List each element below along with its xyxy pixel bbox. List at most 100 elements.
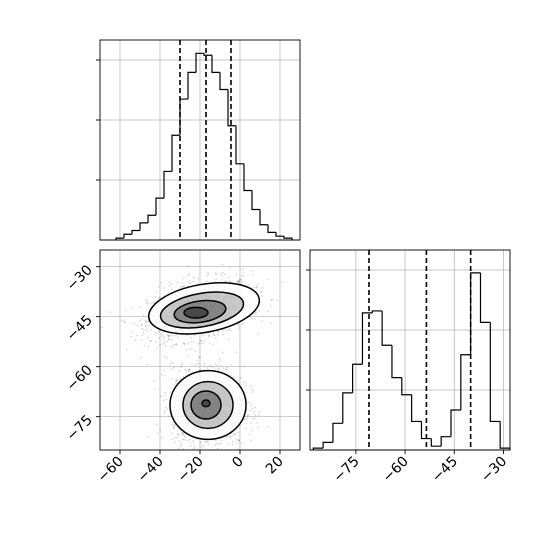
scatter-point-1317	[190, 340, 192, 343]
scatter-point-1097	[166, 340, 169, 343]
top-hist-bin-20	[275, 232, 284, 237]
scatter-point-2797	[176, 433, 179, 435]
scatter-point-1267	[228, 338, 230, 341]
density-contour-1	[159, 291, 245, 329]
top-hist-bin-8	[179, 98, 188, 136]
scatter-point-1447	[245, 381, 247, 384]
scatter-point-708	[134, 338, 137, 341]
scatter-point-287	[223, 273, 226, 276]
scatter-point-94	[179, 285, 182, 288]
scatter-point-357	[146, 320, 148, 323]
scatter-point-2080	[175, 379, 177, 382]
scatter-point-1855	[256, 422, 259, 424]
density-shading	[148, 282, 260, 440]
top-hist-bin-9	[187, 71, 196, 100]
scatter-point-2792	[173, 427, 175, 429]
scatter-point-1633	[205, 441, 207, 444]
scatter-point-2082	[232, 434, 234, 437]
scatter-point-1804	[146, 363, 148, 366]
scatter-xticks: −60 −40 −20 0 20	[95, 450, 287, 486]
right-hist-bin-16	[470, 272, 481, 355]
top-hist-bin-2	[131, 229, 140, 235]
scatter-point-2012	[226, 435, 229, 438]
scatter-point-2408	[167, 415, 170, 418]
top-hist-bin-11	[203, 53, 212, 56]
scatter-point-43	[241, 280, 244, 283]
scatter-point-1638	[224, 368, 227, 370]
scatter-point-518	[200, 342, 203, 345]
scatter-point-2687	[182, 438, 184, 441]
scatter-point-791	[155, 291, 158, 293]
scatter-point-1715	[227, 443, 230, 446]
scatter-point-48	[217, 333, 220, 336]
scatter-point-2216	[171, 423, 173, 426]
scatter-point-1498	[192, 440, 194, 442]
scatter-point-829	[187, 342, 189, 345]
scatter-point-598	[144, 325, 147, 327]
scatter-point-875	[181, 285, 184, 288]
density-fill-6	[191, 391, 221, 419]
scatter-point-692	[143, 329, 145, 331]
scatter-point-497	[155, 347, 158, 349]
scatter-point-1130	[166, 357, 168, 359]
scatter-point-399	[186, 285, 189, 287]
scatter-point-1477	[246, 417, 248, 420]
scatter-point-1574	[160, 373, 163, 376]
scatter-point-2076	[251, 418, 254, 420]
scatter-point-2490	[200, 441, 202, 444]
scatter-point-2581	[236, 442, 238, 445]
right-hist-bin-2	[332, 422, 343, 443]
scatter-point-1116	[177, 336, 180, 339]
scatter-point-1086	[267, 310, 269, 313]
scatter-point-1195	[170, 283, 173, 286]
right-hist-bin-12	[430, 438, 442, 447]
scatter-point-943	[149, 302, 152, 304]
scatter-point-2799	[221, 351, 224, 354]
scatter-point-218	[253, 286, 256, 289]
scatter-point-968	[202, 334, 205, 337]
scatter-point-415	[187, 281, 190, 284]
scatter-point-115	[158, 337, 161, 339]
scatter-point-1129	[193, 276, 195, 279]
scatter-point-796	[257, 283, 259, 286]
scatter-point-184	[172, 344, 175, 346]
scatter-point-2570	[154, 388, 156, 390]
scatter-point-604	[217, 330, 220, 333]
scatter-point-2147	[257, 414, 260, 416]
density-contour-4	[169, 369, 247, 441]
scatter-point-1687	[160, 395, 162, 397]
scatter-point-1520	[257, 426, 260, 429]
scatter-point-1104	[188, 280, 191, 282]
scatter-point-1871	[247, 401, 249, 404]
scatter-point-2072	[243, 418, 246, 421]
scatter-point-2323	[249, 422, 252, 424]
right-quantile-lines	[368, 250, 472, 450]
scatter-point-2638	[253, 417, 256, 420]
scatter-point-2504	[171, 377, 173, 380]
scatter-point-1629	[181, 432, 184, 435]
scatter-point-2423	[219, 360, 221, 363]
scatter-point-2347	[198, 451, 200, 453]
scatter-point-795	[167, 336, 170, 338]
scatter-point-1260	[168, 281, 171, 284]
scatter-point-243	[183, 342, 185, 344]
scatter-point-1381	[201, 340, 203, 342]
scatter-point-223	[271, 298, 273, 301]
scatter-point-319	[163, 341, 166, 344]
scatter-point-889	[224, 280, 227, 283]
scatter-point-767	[260, 291, 263, 293]
scatter-point-194	[220, 272, 222, 275]
scatter-point-1399	[167, 291, 170, 294]
scatter-point-919	[141, 338, 143, 341]
scatter-point-1061	[163, 287, 165, 289]
scatter-point-488	[150, 329, 152, 331]
scatter-xtick-label-1: −40	[135, 454, 167, 486]
scatter-point-204	[152, 302, 155, 304]
scatter-point-1051	[186, 334, 188, 336]
scatter-point-296	[182, 285, 185, 288]
scatter-point-332	[161, 333, 163, 336]
scatter-point-1371	[135, 334, 138, 337]
scatter-point-413	[235, 280, 238, 282]
scatter-point-2031	[229, 436, 232, 438]
right-hist-bin-7	[381, 310, 392, 346]
